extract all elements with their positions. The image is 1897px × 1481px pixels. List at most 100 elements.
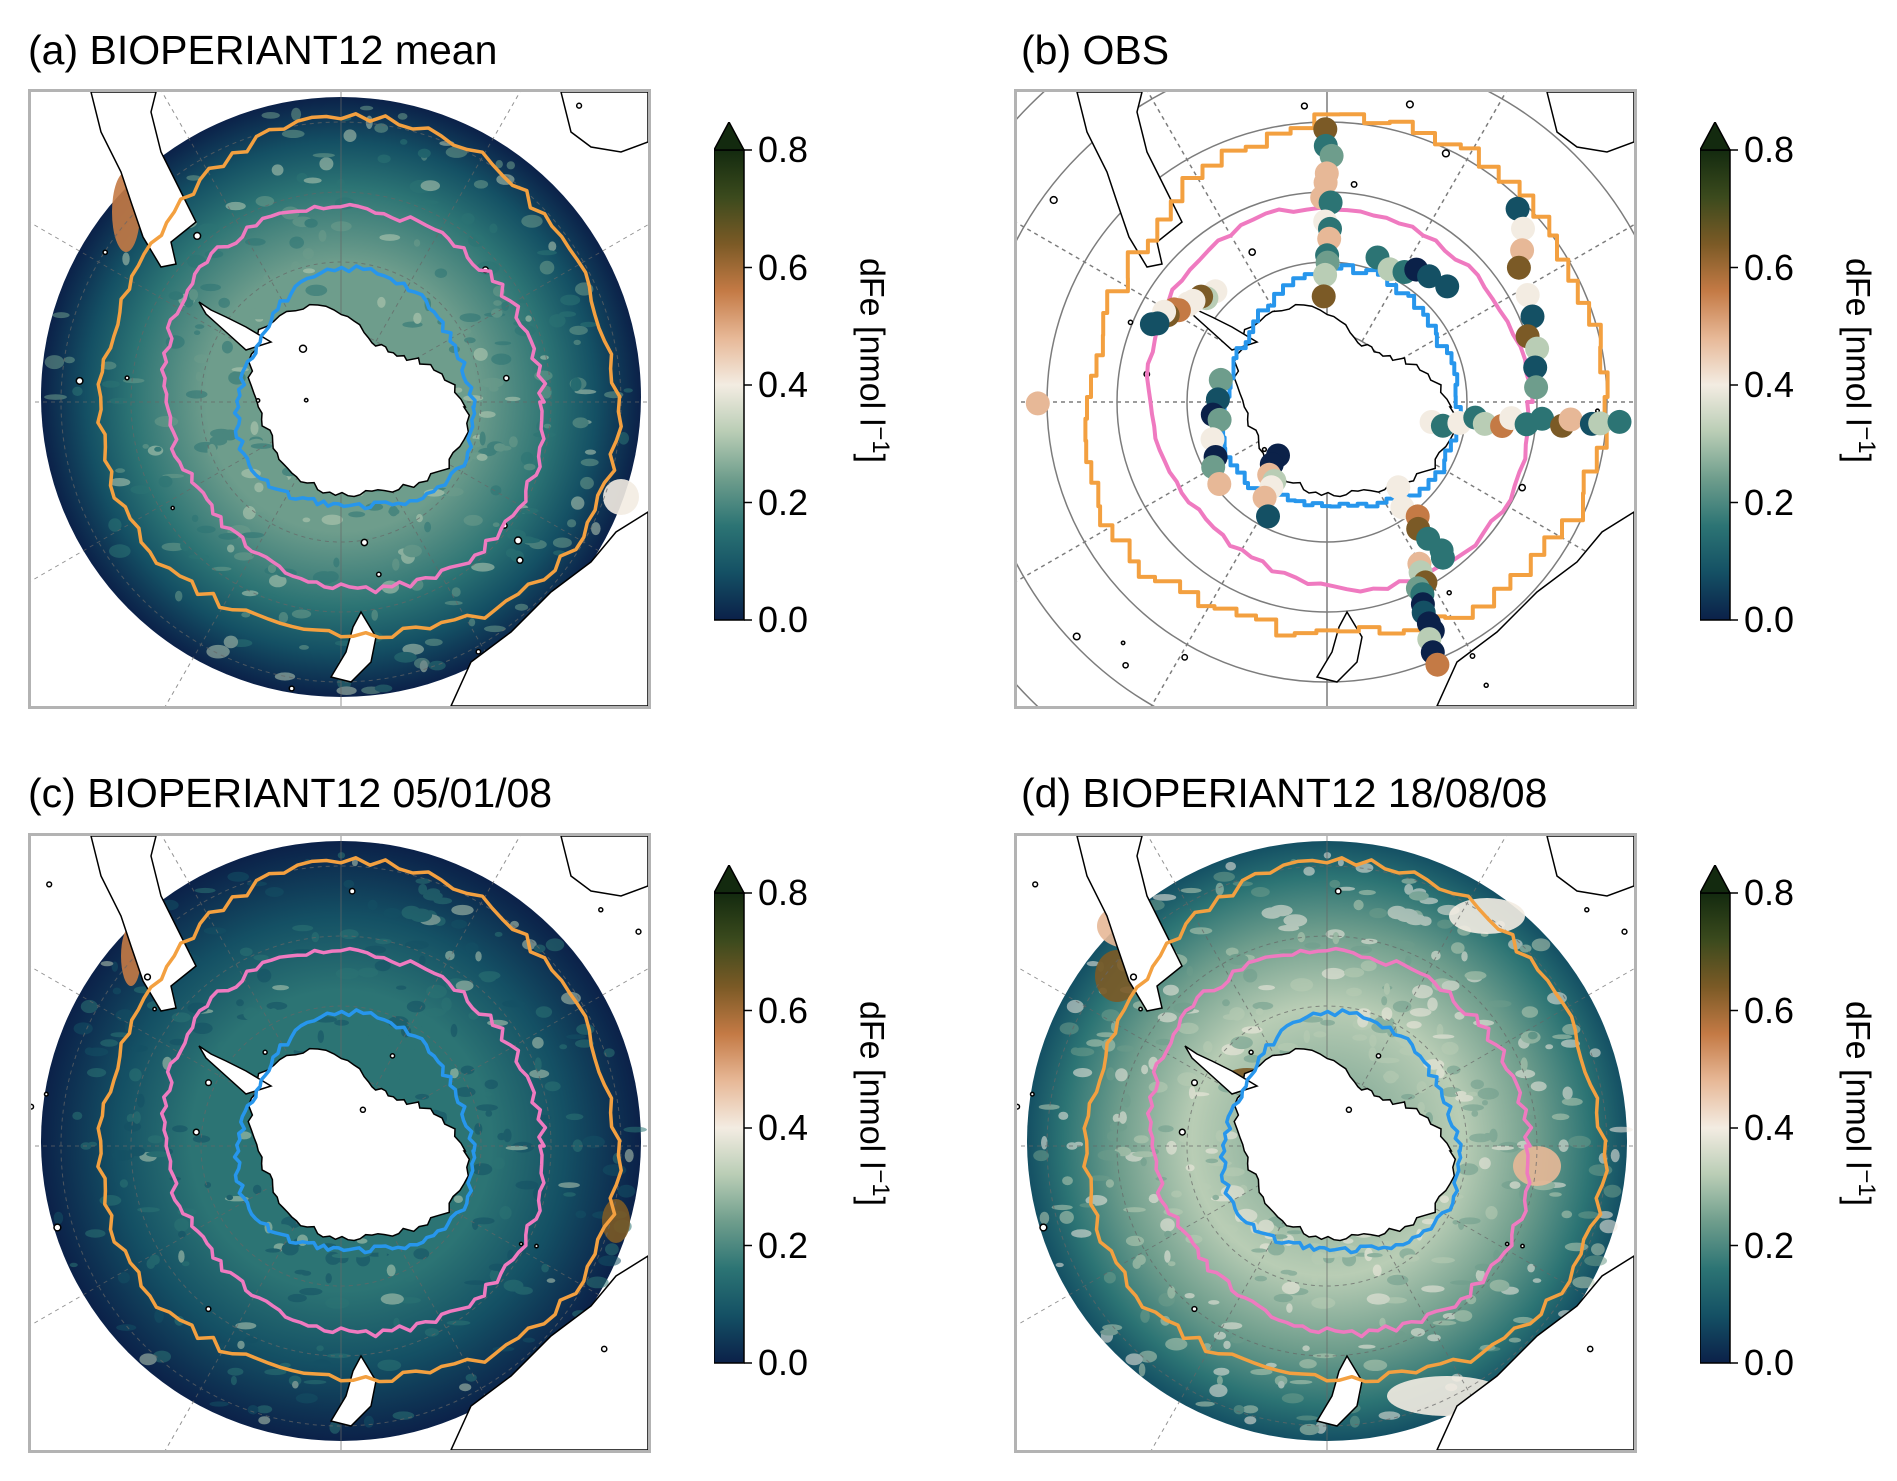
- colorbar-extend-arrow: [714, 122, 746, 151]
- colorbar-gradient: [1700, 149, 1731, 621]
- obs-point: [1515, 283, 1540, 307]
- front-orange: [1082, 856, 1609, 1384]
- colorbar-extend-arrow: [1700, 122, 1732, 151]
- colorbar-tick-label: 0.0: [1744, 599, 1795, 640]
- land: [75, 92, 648, 706]
- colorbar-extend-arrow: [1700, 865, 1732, 894]
- observation-points: [1025, 117, 1632, 677]
- colorbar-d: 0.0 0.2 0.4 0.6 0.8 dFe [nmol l−1]: [1700, 865, 1897, 1413]
- antarctica: [247, 1047, 471, 1242]
- panel-c-title: (c) BIOPERIANT12 05/01/08: [28, 770, 553, 816]
- colorbar-tick-label: 0.8: [758, 872, 809, 913]
- colorbar-c: 0.0 0.2 0.4 0.6 0.8 dFe [nmol l−1]: [714, 865, 944, 1413]
- obs-point: [1520, 304, 1545, 329]
- colorbar-tick-label: 0.6: [1744, 989, 1795, 1031]
- obs-point: [1506, 255, 1531, 280]
- obs-point: [1208, 367, 1233, 392]
- land: [1017, 836, 1634, 1450]
- colorbar-tick-label: 0.0: [1744, 1342, 1795, 1383]
- map-svg: [1017, 836, 1634, 1450]
- colorbar-tick-label: 0.8: [758, 129, 809, 170]
- obs-point: [1025, 391, 1050, 416]
- panel-d-title: (d) BIOPERIANT12 18/08/08: [1021, 770, 1548, 816]
- fronts: [1082, 856, 1609, 1384]
- obs-point: [1523, 355, 1548, 380]
- panel-b-title: (b) OBS: [1021, 27, 1170, 73]
- obs-point: [1505, 196, 1530, 221]
- obs-point: [1607, 409, 1632, 434]
- obs-point: [1530, 406, 1555, 431]
- fronts: [96, 856, 623, 1384]
- front-blue: [232, 264, 477, 511]
- map-svg: [31, 836, 648, 1450]
- obs-point: [1311, 284, 1336, 309]
- front-orange: [96, 112, 623, 640]
- obs-point: [1313, 262, 1338, 287]
- colorbar-a: 0.0 0.2 0.4 0.6 0.8 dFe [nmol l−1]: [714, 122, 944, 670]
- obs-point: [1252, 485, 1277, 510]
- colorbar-tick-label: 0.8: [1744, 129, 1795, 170]
- front-pink: [159, 202, 548, 595]
- colorbar-tick-label: 0.2: [758, 1224, 809, 1266]
- colorbar-label: dFe [nmol l−1]: [1838, 1001, 1880, 1207]
- map-panel-d: [1014, 833, 1637, 1453]
- colorbar-tick-label: 0.0: [758, 599, 809, 640]
- land: [1049, 92, 1634, 706]
- colorbar-tick-label: 0.2: [758, 481, 809, 523]
- colorbar-gradient: [714, 149, 745, 621]
- fronts: [96, 112, 623, 640]
- obs-point: [1313, 117, 1338, 142]
- front-blue: [1218, 1008, 1463, 1255]
- colorbar-label: dFe [nmol l−1]: [852, 258, 894, 464]
- colorbar-tick-label: 0.2: [1744, 1224, 1795, 1266]
- colorbar-tick-label: 0.4: [1744, 1107, 1795, 1148]
- front-pink: [1145, 946, 1534, 1339]
- obs-point: [1435, 274, 1460, 299]
- colorbar-tick-label: 0.6: [758, 246, 809, 288]
- colorbar-label: dFe [nmol l−1]: [852, 1001, 894, 1207]
- colorbar-tick-label: 0.4: [758, 364, 809, 405]
- obs-point: [1207, 407, 1232, 432]
- map-panel-a: [28, 89, 651, 709]
- front-orange: [96, 856, 623, 1384]
- map-panel-b: [1014, 89, 1637, 709]
- obs-point: [1417, 264, 1442, 289]
- map-panel-c: [28, 833, 651, 1453]
- colorbar-b: 0.0 0.2 0.4 0.6 0.8 dFe [nmol l−1]: [1700, 122, 1897, 670]
- colorbar-tick-label: 0.4: [758, 1107, 809, 1148]
- obs-point: [1430, 545, 1455, 570]
- land: [31, 836, 648, 1450]
- obs-point: [1386, 475, 1411, 500]
- front-blue: [232, 1008, 477, 1255]
- antarctica: [1233, 1047, 1457, 1242]
- colorbar-svg: [714, 122, 752, 621]
- obs-point: [1200, 427, 1225, 452]
- obs-point: [1139, 312, 1164, 337]
- map-svg: [1017, 92, 1634, 706]
- colorbar-tick-label: 0.2: [1744, 481, 1795, 523]
- front-orange: [1083, 112, 1610, 638]
- antarctica: [1233, 303, 1457, 498]
- obs-point: [1558, 407, 1583, 432]
- colorbar-extend-arrow: [714, 865, 746, 894]
- obs-point: [1318, 190, 1343, 215]
- colorbar-tick-label: 0.0: [758, 1342, 809, 1383]
- obs-point: [1511, 216, 1535, 241]
- obs-point: [1525, 336, 1550, 361]
- map-svg: [31, 92, 648, 706]
- colorbar-tick-label: 0.4: [1744, 364, 1795, 405]
- obs-point: [1207, 472, 1232, 496]
- front-pink: [159, 946, 548, 1339]
- colorbar-svg: [1700, 865, 1738, 1364]
- obs-point: [1588, 411, 1613, 436]
- colorbar-svg: [1700, 122, 1738, 621]
- colorbar-tick-label: 0.6: [1744, 246, 1795, 288]
- colorbar-tick-label: 0.6: [758, 989, 809, 1031]
- obs-point: [1524, 375, 1549, 400]
- colorbar-gradient: [1700, 892, 1731, 1364]
- colorbar-gradient: [714, 892, 745, 1364]
- colorbar-label: dFe [nmol l−1]: [1838, 258, 1880, 464]
- colorbar-svg: [714, 865, 752, 1364]
- obs-point: [1425, 652, 1450, 677]
- colorbar-tick-label: 0.8: [1744, 872, 1795, 913]
